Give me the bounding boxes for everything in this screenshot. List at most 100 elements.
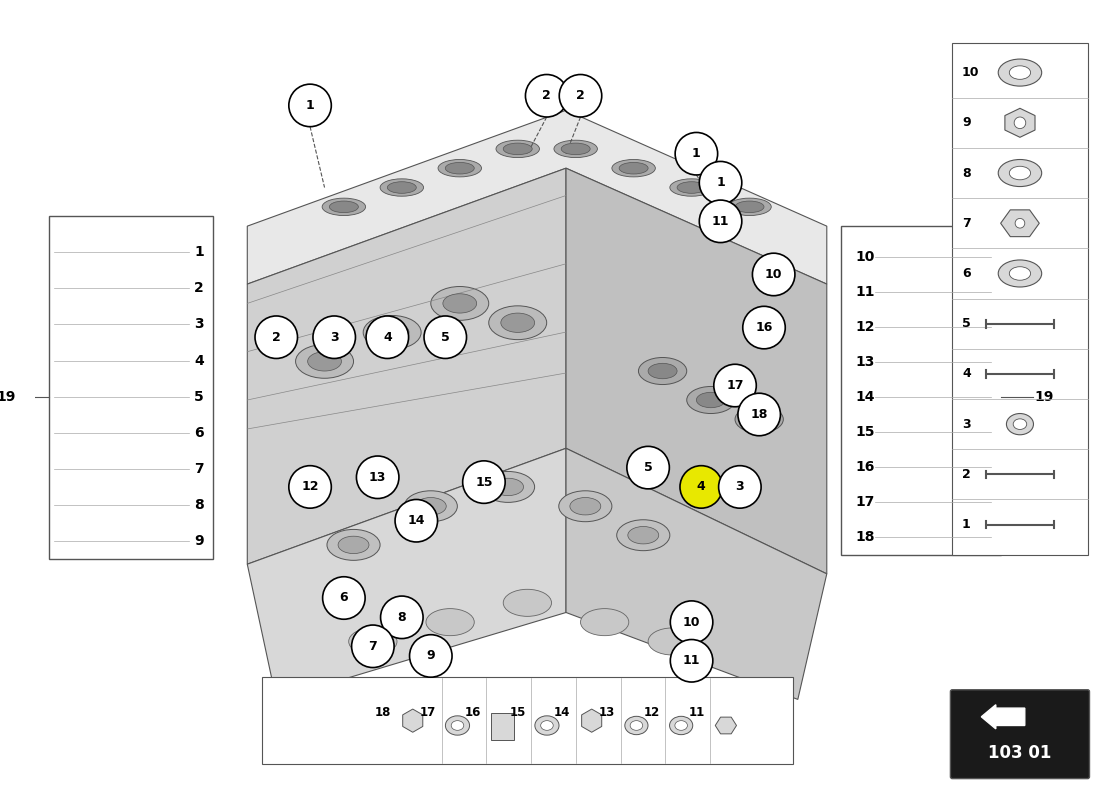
Circle shape bbox=[752, 253, 795, 296]
Text: 13: 13 bbox=[598, 706, 615, 719]
Polygon shape bbox=[715, 717, 737, 734]
Ellipse shape bbox=[735, 406, 783, 433]
Text: 11: 11 bbox=[683, 654, 701, 667]
Text: 12: 12 bbox=[301, 481, 319, 494]
Text: 9: 9 bbox=[962, 116, 970, 130]
Ellipse shape bbox=[998, 159, 1042, 186]
Ellipse shape bbox=[446, 716, 470, 735]
Polygon shape bbox=[1005, 108, 1035, 138]
Ellipse shape bbox=[648, 363, 678, 378]
Text: 1985: 1985 bbox=[591, 346, 792, 415]
Polygon shape bbox=[403, 709, 422, 732]
Text: 2: 2 bbox=[962, 468, 971, 481]
Circle shape bbox=[255, 316, 297, 358]
Text: a passion to share since 1985: a passion to share since 1985 bbox=[334, 498, 604, 554]
Circle shape bbox=[352, 625, 394, 667]
Text: 10: 10 bbox=[764, 268, 782, 281]
Ellipse shape bbox=[735, 201, 764, 213]
Text: 6: 6 bbox=[340, 591, 349, 605]
Ellipse shape bbox=[500, 313, 535, 332]
Ellipse shape bbox=[296, 345, 353, 378]
Text: 15: 15 bbox=[856, 425, 876, 439]
Circle shape bbox=[700, 162, 741, 204]
Ellipse shape bbox=[496, 140, 539, 158]
Ellipse shape bbox=[745, 411, 773, 427]
Text: 16: 16 bbox=[464, 706, 481, 719]
Bar bbox=[953, 42, 1088, 554]
FancyBboxPatch shape bbox=[950, 690, 1089, 778]
Text: 18: 18 bbox=[375, 706, 392, 719]
Text: 1: 1 bbox=[306, 99, 315, 112]
Ellipse shape bbox=[1010, 166, 1031, 180]
Circle shape bbox=[395, 499, 438, 542]
Text: 1: 1 bbox=[962, 518, 971, 531]
Text: 1: 1 bbox=[194, 246, 204, 259]
Circle shape bbox=[714, 364, 757, 406]
Text: 11: 11 bbox=[712, 215, 729, 228]
Ellipse shape bbox=[404, 490, 458, 522]
Ellipse shape bbox=[308, 352, 341, 371]
Circle shape bbox=[289, 466, 331, 508]
Ellipse shape bbox=[1014, 117, 1026, 129]
Text: 5: 5 bbox=[441, 330, 450, 344]
Text: 11: 11 bbox=[856, 285, 876, 299]
Circle shape bbox=[718, 466, 761, 508]
Ellipse shape bbox=[561, 143, 591, 154]
Text: 18: 18 bbox=[750, 408, 768, 421]
Text: 10: 10 bbox=[683, 616, 701, 629]
Text: 13: 13 bbox=[856, 355, 876, 369]
Ellipse shape bbox=[998, 59, 1042, 86]
Text: 4: 4 bbox=[962, 367, 971, 381]
Ellipse shape bbox=[728, 198, 771, 215]
Text: europ.ces: europ.ces bbox=[323, 422, 615, 474]
Ellipse shape bbox=[581, 609, 629, 636]
Bar bbox=[50, 217, 213, 559]
Text: 13: 13 bbox=[368, 470, 386, 484]
Text: 2: 2 bbox=[576, 90, 585, 102]
Text: 12: 12 bbox=[644, 706, 660, 719]
Text: 8: 8 bbox=[962, 166, 970, 179]
Ellipse shape bbox=[625, 716, 648, 734]
Text: 17: 17 bbox=[856, 495, 876, 509]
Text: 17: 17 bbox=[726, 379, 744, 392]
Ellipse shape bbox=[696, 392, 725, 408]
Polygon shape bbox=[248, 168, 566, 564]
Text: 16: 16 bbox=[856, 460, 876, 474]
Ellipse shape bbox=[349, 628, 397, 655]
Text: 16: 16 bbox=[756, 321, 772, 334]
Circle shape bbox=[314, 316, 355, 358]
Ellipse shape bbox=[570, 498, 601, 515]
Ellipse shape bbox=[1015, 218, 1025, 228]
Ellipse shape bbox=[387, 182, 416, 194]
Text: 9: 9 bbox=[195, 534, 204, 548]
Circle shape bbox=[424, 316, 466, 358]
Text: 12: 12 bbox=[856, 320, 876, 334]
Ellipse shape bbox=[451, 721, 464, 730]
Ellipse shape bbox=[648, 628, 696, 655]
Text: 3: 3 bbox=[195, 318, 204, 331]
Circle shape bbox=[356, 456, 399, 498]
Text: 8: 8 bbox=[194, 498, 204, 512]
Ellipse shape bbox=[503, 590, 551, 616]
Ellipse shape bbox=[381, 179, 424, 196]
Ellipse shape bbox=[322, 198, 365, 215]
Ellipse shape bbox=[375, 322, 409, 342]
Bar bbox=[842, 226, 1001, 554]
Text: 3: 3 bbox=[962, 418, 970, 430]
Ellipse shape bbox=[493, 478, 524, 496]
Text: 1: 1 bbox=[716, 176, 725, 189]
Text: 11: 11 bbox=[689, 706, 705, 719]
Polygon shape bbox=[566, 168, 827, 574]
Circle shape bbox=[738, 394, 780, 436]
Text: 5: 5 bbox=[194, 390, 204, 404]
Ellipse shape bbox=[443, 294, 476, 313]
Text: 5: 5 bbox=[644, 461, 652, 474]
Polygon shape bbox=[582, 709, 602, 732]
Text: 4: 4 bbox=[383, 330, 392, 344]
Circle shape bbox=[627, 446, 670, 489]
Ellipse shape bbox=[998, 260, 1042, 287]
Polygon shape bbox=[566, 448, 827, 699]
Text: 14: 14 bbox=[856, 390, 876, 404]
Text: 14: 14 bbox=[554, 706, 571, 719]
Circle shape bbox=[700, 200, 741, 242]
